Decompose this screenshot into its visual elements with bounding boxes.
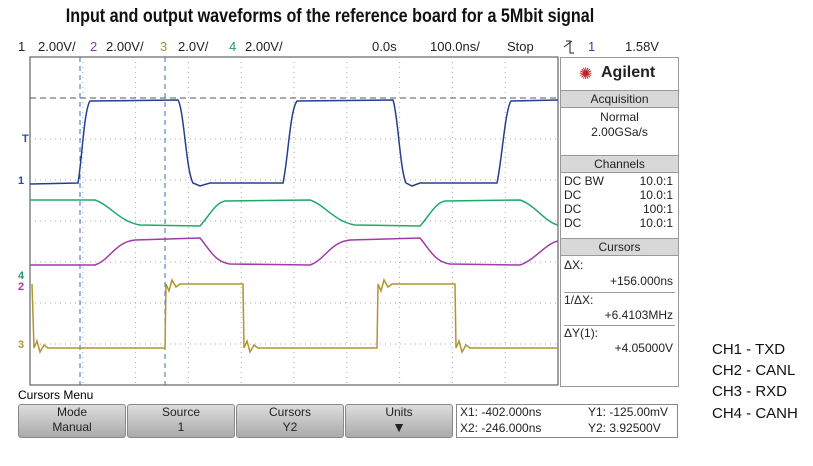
- softkey-value: Manual: [52, 420, 92, 434]
- softkey[interactable]: Mode Manual: [18, 404, 126, 438]
- softkey-value: 1: [177, 420, 185, 434]
- readout-label: 1/ΔX:: [564, 292, 675, 307]
- side-panel: Agilent ✺ Acquisition Normal 2.00GSa/s C…: [560, 57, 679, 387]
- section-heading: Cursors: [561, 238, 678, 256]
- time-offset: 0.0s: [372, 39, 397, 54]
- legend-entry: CH2 - CANL: [712, 362, 796, 379]
- probe-ratio: 10.0:1: [639, 188, 673, 202]
- trigger-icon: [563, 40, 574, 54]
- time-scale: 100.0ns/: [430, 39, 480, 54]
- run-state: Stop: [507, 39, 534, 54]
- softkey[interactable]: Cursors Y2: [236, 404, 344, 438]
- section-heading: Acquisition: [561, 90, 678, 108]
- probe-ratio: 100:1: [642, 202, 673, 216]
- readout-value: +4.05000V: [614, 341, 673, 355]
- probe-ratio: 10.0:1: [639, 216, 673, 230]
- probe-ratio: 10.0:1: [639, 174, 673, 188]
- down-arrow: ▼: [392, 419, 406, 435]
- legend-entry: CH1 - TXD: [712, 341, 786, 358]
- channel-number: 1: [18, 39, 26, 54]
- legend-entry: CH4 - CANH: [712, 405, 798, 422]
- coupling: DC: [564, 188, 582, 202]
- waveform-ch4: [30, 199, 559, 227]
- sample-rate: 2.00GSa/s: [591, 125, 648, 139]
- channel-marker: 1: [18, 175, 24, 187]
- channel-scale: 2.00V/: [245, 39, 283, 54]
- softkey[interactable]: Source 1: [127, 404, 235, 438]
- channel-scale: 2.00V/: [106, 39, 144, 54]
- channel-scale: 2.0V/: [178, 39, 209, 54]
- coupling: DC: [564, 216, 582, 230]
- readout-value: +156.000ns: [609, 274, 673, 288]
- trigger-marker: T: [22, 133, 29, 145]
- brand-logo: ✺: [579, 66, 593, 83]
- channel-number: 2: [90, 39, 98, 54]
- cursor-readout: X2: -246.000ns: [460, 421, 542, 435]
- softkey-label: Cursors: [268, 405, 311, 419]
- readout-label: ΔX:: [564, 258, 584, 272]
- brand: Agilent: [601, 64, 656, 81]
- trigger-source: 1: [588, 39, 596, 54]
- channel-marker: 3: [18, 339, 24, 351]
- softkey-value: Y2: [282, 420, 298, 434]
- trigger-level: 1.58V: [625, 39, 659, 54]
- cursor-readout: Y2: 3.92500V: [588, 421, 661, 435]
- cursor-readout: X1: -402.000ns: [460, 405, 542, 419]
- softkey-label: Units: [385, 405, 413, 419]
- coupling: DC: [564, 202, 582, 216]
- waveform-ch2: [30, 237, 559, 266]
- cursor-readout: Y1: -125.00mV: [588, 405, 669, 419]
- waveform-ch1: [29, 99, 559, 187]
- softkey-label: Source: [161, 405, 201, 419]
- readout-value: +6.4103MHz: [604, 308, 673, 322]
- readout-label: ΔY(1):: [564, 325, 675, 340]
- title: Input and output waveforms of the refere…: [65, 6, 595, 27]
- channel-number: 3: [160, 39, 168, 54]
- section-heading: Channels: [561, 155, 678, 173]
- softkey-label: Mode: [56, 405, 88, 419]
- waveform-ch3: [31, 278, 558, 354]
- menu-title: Cursors Menu: [18, 388, 94, 402]
- coupling: DC BW: [564, 174, 604, 188]
- readout-box: [456, 404, 678, 438]
- acquisition-mode: Normal: [600, 110, 639, 124]
- channel-number: 4: [229, 39, 237, 54]
- channel-scale: 2.00V/: [38, 39, 76, 54]
- channel-marker: 2: [18, 281, 24, 293]
- legend-entry: CH3 - RXD: [712, 383, 788, 400]
- channel-marker: 4: [18, 270, 25, 282]
- softkey[interactable]: Units ▼: [345, 404, 453, 438]
